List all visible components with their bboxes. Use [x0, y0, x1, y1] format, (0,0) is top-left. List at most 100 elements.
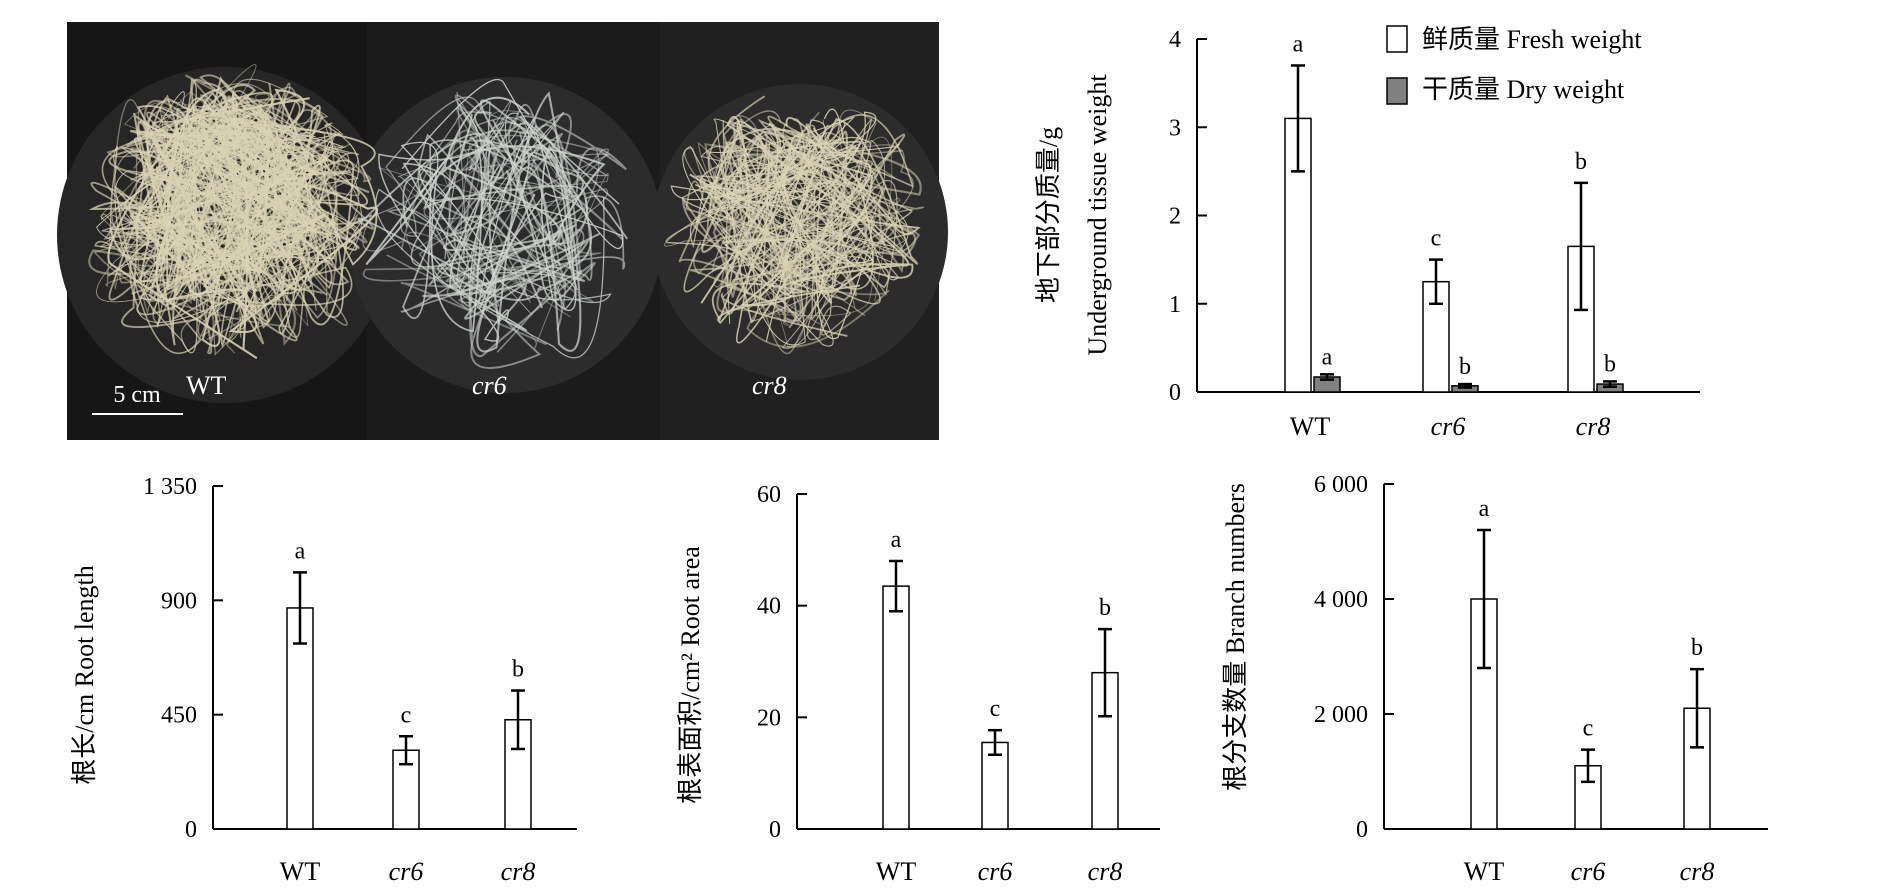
- y-tick-label: 3: [1169, 115, 1181, 141]
- chart-root-area: 0 20 40 60 a c b WT cr6 cr8 根表面积/cm² Root area: [676, 482, 1160, 886]
- root-strand: [698, 109, 877, 316]
- bar: [882, 585, 910, 830]
- root-system-wt: [88, 64, 379, 359]
- legend-swatch-dry-weight: [1386, 77, 1408, 105]
- legend-label-dry-weight: 干质量 Dry weight: [1422, 75, 1625, 104]
- y-tick-label: 40: [757, 594, 781, 620]
- y-tick-label: 4: [1169, 27, 1181, 53]
- significance-letter: b: [1459, 354, 1471, 380]
- root-strand: [139, 130, 337, 335]
- y-tick-label: 6 000: [1314, 472, 1368, 498]
- root-strand: [476, 91, 582, 353]
- y-tick-label: 0: [1356, 817, 1368, 843]
- bar: [981, 741, 1009, 830]
- y-tick-label: 2: [1169, 204, 1181, 230]
- x-tick-label: cr8: [1088, 857, 1123, 886]
- y-tick-label: 1: [1169, 292, 1181, 318]
- root-strand: [682, 116, 855, 347]
- root-strand: [757, 114, 914, 291]
- root-strand: [146, 98, 344, 318]
- root-strand: [689, 135, 914, 305]
- bar-fresh-weight: [1284, 117, 1312, 393]
- significance-letter: b: [1691, 635, 1703, 661]
- y-tick-label: 450: [161, 703, 197, 729]
- x-tick-label: WT: [1464, 857, 1505, 886]
- root-strand: [105, 98, 296, 341]
- root-strand: [106, 86, 326, 255]
- photo-label-cr8: cr8: [752, 371, 787, 400]
- x-tick-label: cr8: [501, 857, 536, 886]
- legend-swatch-fresh-weight: [1386, 25, 1408, 53]
- root-strand: [386, 134, 600, 312]
- significance-letter: a: [891, 527, 902, 553]
- root-strand: [136, 112, 259, 322]
- root-strand: [685, 124, 817, 235]
- y-tick-label: 900: [161, 588, 197, 614]
- root-strand: [731, 120, 815, 324]
- root-strand: [93, 106, 309, 328]
- y-tick-label: 1 350: [143, 474, 197, 500]
- significance-letter: c: [990, 696, 1001, 722]
- root-strand: [96, 110, 275, 303]
- root-strand: [430, 121, 564, 369]
- root-strand: [136, 105, 324, 289]
- significance-letter: b: [1099, 595, 1111, 621]
- x-tick-label: cr6: [389, 857, 424, 886]
- x-tick-label: cr6: [978, 857, 1013, 886]
- legend-label-fresh-weight: 鲜质量 Fresh weight: [1422, 25, 1642, 54]
- y-tick-label: 20: [757, 705, 781, 731]
- root-system-cr8: [664, 95, 924, 355]
- y-axis-label: 根长/cm Root length: [70, 565, 99, 785]
- root-strand: [736, 136, 901, 326]
- x-tick-label: cr8: [1576, 412, 1611, 441]
- root-system-cr6: [357, 78, 629, 369]
- chart-root-length: 0 450 900 1 350 a c b WT cr6 cr8 根长/cm Root length: [70, 474, 577, 886]
- y-tick-label: 60: [757, 482, 781, 508]
- root-strand: [715, 136, 893, 348]
- x-tick-label: cr8: [1680, 857, 1715, 886]
- x-tick-label: cr6: [1571, 857, 1606, 886]
- root-strand: [156, 114, 330, 328]
- significance-letter: a: [295, 538, 306, 564]
- significance-letter: a: [1293, 31, 1304, 57]
- x-tick-label: WT: [280, 857, 321, 886]
- significance-letter: c: [1583, 716, 1594, 742]
- significance-letter: c: [1431, 226, 1442, 252]
- root-strand: [693, 139, 924, 275]
- root-strand: [146, 107, 360, 268]
- scale-bar-label: 5 cm: [113, 382, 161, 408]
- y-tick-label: 4 000: [1314, 587, 1368, 613]
- y-tick-label: 2 000: [1314, 702, 1368, 728]
- y-tick-label: 0: [769, 817, 781, 843]
- y-axis-label-english: Underground tissue weight: [1083, 74, 1112, 356]
- x-tick-label: WT: [1290, 412, 1331, 441]
- root-strand: [704, 142, 890, 348]
- significance-letter: a: [1322, 344, 1333, 370]
- chart-branch-numbers: 0 2 000 4 000 6 000 a c b WT cr6 cr8 根分支数量 Branch …: [1221, 472, 1768, 886]
- root-strand: [375, 112, 612, 359]
- root-strand: [400, 129, 626, 313]
- bar: [286, 607, 314, 830]
- root-strand: [152, 105, 360, 326]
- significance-letter: b: [1604, 351, 1616, 377]
- root-strand: [707, 95, 841, 282]
- root-strand: [448, 107, 609, 296]
- significance-letter: c: [401, 702, 412, 728]
- significance-letter: a: [1479, 496, 1490, 522]
- y-tick-label: 0: [1169, 380, 1181, 406]
- root-strand: [681, 140, 886, 301]
- y-tick-label: 0: [185, 817, 197, 843]
- y-axis-label: 根分支数量 Branch numbers: [1221, 483, 1250, 791]
- photo-label-cr6: cr6: [472, 371, 507, 400]
- root-strand: [422, 121, 601, 325]
- y-axis-label: 根表面积/cm² Root area: [676, 546, 705, 804]
- photo-label-wt: WT: [186, 371, 227, 400]
- root-strand: [681, 133, 847, 257]
- root-strand: [406, 142, 609, 349]
- root-strand: [689, 123, 900, 281]
- chart-underground-weight: 0 1 2 3 4 a a c b b b WT cr6 cr8 地下部分质量/g Underground t…: [1034, 25, 1700, 441]
- root-strand: [196, 104, 337, 344]
- significance-letter: b: [1575, 149, 1587, 175]
- root-strand: [442, 110, 594, 313]
